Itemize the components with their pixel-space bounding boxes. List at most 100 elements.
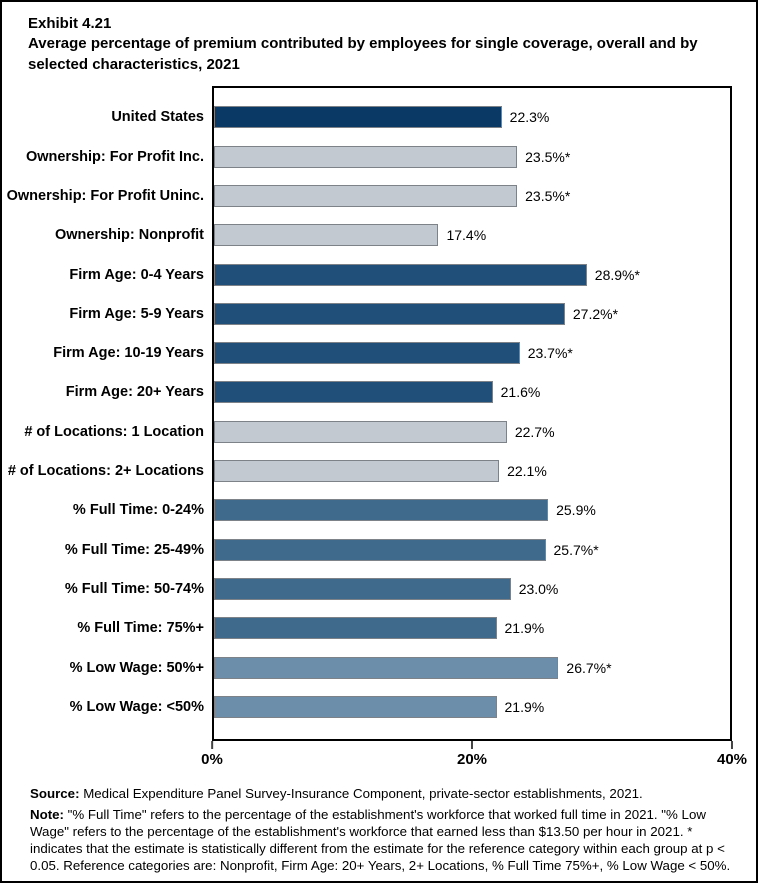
tick-label: 20% xyxy=(456,750,488,768)
category-label: % Full Time: 75%+ xyxy=(77,620,204,637)
value-label: 21.9% xyxy=(504,620,545,637)
value-label: 25.7%* xyxy=(553,541,599,558)
category-label: Firm Age: 0-4 Years xyxy=(69,266,204,283)
bar xyxy=(214,617,497,640)
bar-row: United States 22.3% xyxy=(2,98,730,137)
bar-row: Ownership: For Profit Inc. 23.5%* xyxy=(2,137,730,176)
source-line: Source: Medical Expenditure Panel Survey… xyxy=(30,785,736,802)
bar-track: 21.9% xyxy=(214,695,730,718)
bar-row: % Full Time: 0-24% 25.9% xyxy=(2,491,730,530)
bar-track: 17.4% xyxy=(214,224,730,247)
bar xyxy=(214,656,559,679)
bar-track: 23.5%* xyxy=(214,184,730,207)
exhibit-number: Exhibit 4.21 xyxy=(28,15,112,32)
category-label: % Full Time: 25-49% xyxy=(64,541,204,558)
category-label: % Low Wage: 50%+ xyxy=(69,659,204,676)
bar-track: 23.5%* xyxy=(214,145,730,168)
bar-row: Firm Age: 10-19 Years 23.7%* xyxy=(2,334,730,373)
value-label: 23.5%* xyxy=(525,187,571,204)
value-label: 26.7%* xyxy=(566,659,612,676)
bar-row: # of Locations: 1 Location 22.7% xyxy=(2,412,730,451)
value-label: 27.2%* xyxy=(572,305,619,322)
bar-row: Firm Age: 0-4 Years 28.9%* xyxy=(2,255,730,294)
category-label: % Low Wage: <50% xyxy=(69,698,204,715)
bar xyxy=(214,263,587,286)
bar xyxy=(214,538,546,561)
bar-track: 22.3% xyxy=(214,106,730,129)
tick-label: 40% xyxy=(716,750,748,768)
value-label: 28.9%* xyxy=(594,266,640,283)
value-label: 25.9% xyxy=(556,502,596,519)
bar-row: % Full Time: 50-74% 23.0% xyxy=(2,569,730,608)
category-label: Ownership: For Profit Uninc. xyxy=(6,187,204,204)
x-axis-tick: 40% xyxy=(716,740,748,768)
bar-row: Firm Age: 20+ Years 21.6% xyxy=(2,373,730,412)
bar-track: 22.1% xyxy=(214,460,730,483)
bar-track: 21.9% xyxy=(214,617,730,640)
bar xyxy=(214,184,518,207)
bar xyxy=(214,499,549,522)
bar-track: 25.7%* xyxy=(214,538,730,561)
category-label: Firm Age: 10-19 Years xyxy=(53,345,204,362)
chart-title: Average percentage of premium contribute… xyxy=(28,35,698,73)
bar xyxy=(214,420,507,443)
category-label: % Full Time: 0-24% xyxy=(72,502,204,519)
tick-mark xyxy=(211,740,213,749)
value-label: 22.1% xyxy=(507,463,547,480)
note-text: "% Full Time" refers to the percentage o… xyxy=(30,806,731,873)
category-label: # of Locations: 1 Location xyxy=(24,423,204,440)
bar-row: % Full Time: 25-49% 25.7%* xyxy=(2,530,730,569)
source-text: Medical Expenditure Panel Survey-Insuran… xyxy=(79,785,643,801)
x-axis-tick: 0% xyxy=(201,740,223,768)
bar xyxy=(214,381,493,404)
x-axis-tick: 20% xyxy=(456,740,488,768)
footer-notes: Source: Medical Expenditure Panel Survey… xyxy=(2,781,756,874)
bar-row: % Low Wage: <50% 21.9% xyxy=(2,687,730,726)
value-label: 23.0% xyxy=(518,580,559,597)
tick-label: 0% xyxy=(201,750,223,768)
bar-chart: United States 22.3% Ownership: For Profit … xyxy=(2,75,756,781)
bar-track: 26.7%* xyxy=(214,656,730,679)
note-line: Note: "% Full Time" refers to the percen… xyxy=(30,806,736,874)
value-label: 21.6% xyxy=(500,384,541,401)
note-label: Note: xyxy=(30,806,64,822)
bar xyxy=(214,460,500,483)
bar-track: 21.6% xyxy=(214,381,730,404)
bar-row: % Full Time: 75%+ 21.9% xyxy=(2,609,730,648)
value-label: 23.7%* xyxy=(527,345,573,362)
bar xyxy=(214,145,518,168)
category-label: % Full Time: 50-74% xyxy=(64,580,204,597)
tick-mark xyxy=(731,740,733,749)
value-label: 22.3% xyxy=(509,109,550,126)
bar xyxy=(214,342,520,365)
value-label: 22.7% xyxy=(514,423,555,440)
bar-track: 25.9% xyxy=(214,499,730,522)
title-block: Exhibit 4.21 Average percentage of premi… xyxy=(2,2,756,75)
category-label: United States xyxy=(111,109,204,126)
chart-rows: United States 22.3% Ownership: For Profit … xyxy=(2,88,730,739)
bar xyxy=(214,224,439,247)
x-axis: 0% 20% 40% xyxy=(201,740,747,777)
bar-row: # of Locations: 2+ Locations 22.1% xyxy=(2,451,730,490)
bar xyxy=(214,577,511,600)
bar-track: 28.9%* xyxy=(214,263,730,286)
category-label: Firm Age: 20+ Years xyxy=(65,384,204,401)
bar-track: 27.2%* xyxy=(214,302,730,325)
bar-row: Firm Age: 5-9 Years 27.2%* xyxy=(2,294,730,333)
value-label: 23.5%* xyxy=(525,148,571,165)
category-label: Ownership: Nonprofit xyxy=(54,227,204,244)
value-label: 17.4% xyxy=(446,227,487,244)
value-label: 21.9% xyxy=(504,698,545,715)
bar-row: Ownership: For Profit Uninc. 23.5%* xyxy=(2,176,730,215)
category-label: Ownership: For Profit Inc. xyxy=(25,148,204,165)
bar-row: % Low Wage: 50%+ 26.7%* xyxy=(2,648,730,687)
category-label: # of Locations: 2+ Locations xyxy=(7,463,204,480)
bar-track: 23.0% xyxy=(214,577,730,600)
category-label: Firm Age: 5-9 Years xyxy=(69,305,204,322)
bar xyxy=(214,302,565,325)
tick-mark xyxy=(471,740,473,749)
bar xyxy=(214,106,502,129)
bar xyxy=(214,695,497,718)
bar-track: 22.7% xyxy=(214,420,730,443)
